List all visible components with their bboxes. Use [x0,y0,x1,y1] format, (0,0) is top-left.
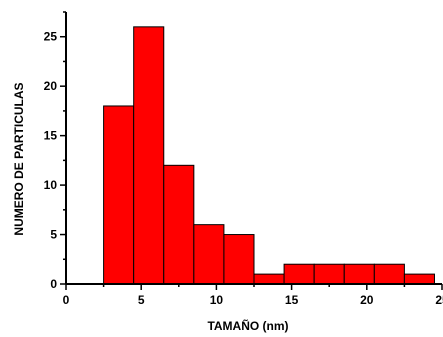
x-tick-label: 15 [285,293,299,307]
x-tick-label: 0 [63,293,70,307]
bar-1 [133,26,165,285]
y-tick-label: 25 [44,30,58,44]
y-tick-label: 20 [44,79,58,93]
bar-5 [253,273,285,285]
y-tick-label: 0 [50,277,57,291]
bar-10 [403,273,435,285]
bar-3 [193,224,225,285]
y-tick-label: 10 [44,178,58,192]
bar-4 [223,234,255,285]
y-tick-label: 15 [44,129,58,143]
bars-group [103,26,435,285]
x-tick-label: 20 [360,293,374,307]
bar-2 [163,164,195,285]
bar-9 [373,263,405,285]
y-axis-title: NUMERO DE PARTICULAS [12,82,26,235]
x-tick-label: 5 [138,293,145,307]
x-tick-label: 25 [435,293,443,307]
x-axis-title: TAMAÑO (nm) [207,318,288,333]
x-tick-label: 10 [210,293,224,307]
bar-0 [103,105,135,285]
bar-6 [283,263,315,285]
y-axis-ticks: 0 5 10 15 20 25 [44,11,66,291]
y-tick-label: 5 [50,228,57,242]
bar-7 [313,263,345,285]
bar-8 [343,263,375,285]
x-axis-ticks: 0 5 10 15 20 25 [63,284,443,307]
